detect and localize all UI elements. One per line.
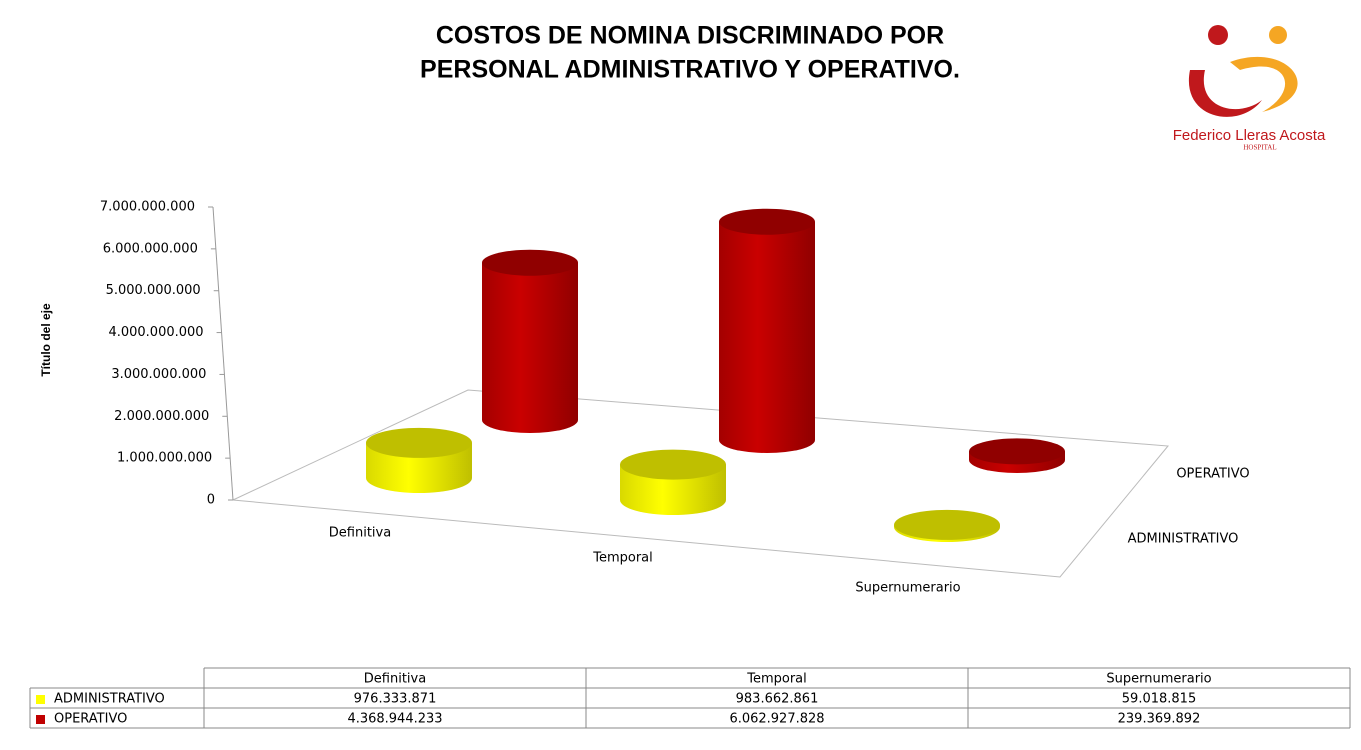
legend-label: ADMINISTRATIVO <box>54 692 165 707</box>
table-cell: 976.333.871 <box>354 692 437 707</box>
y-tick-label: 2.000.000.000 <box>114 409 209 424</box>
table-cell: 6.062.927.828 <box>729 712 824 727</box>
y-axis-title: Título del eje <box>39 303 53 377</box>
cylinder <box>894 509 1000 542</box>
cylinder-body <box>482 262 578 433</box>
y-tick-label: 3.000.000.000 <box>111 367 206 382</box>
logo-name: Federico Lleras Acosta <box>1173 127 1326 144</box>
y-tick-label: 1.000.000.000 <box>117 451 212 466</box>
legend-key <box>36 695 45 704</box>
cylinder <box>719 208 815 453</box>
logo-shape <box>1188 70 1262 117</box>
table-header: Supernumerario <box>1106 672 1211 687</box>
logo-dot <box>1269 26 1287 44</box>
cylinder-body <box>719 221 815 453</box>
depth-label: ADMINISTRATIVO <box>1128 532 1239 547</box>
x-tick-label: Definitiva <box>329 526 391 541</box>
logo: Federico Lleras Acosta HOSPITAL <box>1173 25 1326 152</box>
x-tick-label: Temporal <box>592 551 653 566</box>
logo-shape <box>1230 56 1298 112</box>
floor <box>231 389 1169 578</box>
cylinder <box>620 449 726 515</box>
logo-dot <box>1208 25 1228 45</box>
y-axis <box>212 206 234 501</box>
y-tick-label: 4.000.000.000 <box>108 325 203 340</box>
cylinder-top <box>894 509 1000 540</box>
table-cell: 4.368.944.233 <box>347 712 442 727</box>
y-tick-label: 5.000.000.000 <box>106 283 201 298</box>
x-tick-label: Supernumerario <box>855 581 960 596</box>
legend-key <box>36 715 45 724</box>
y-tick-label: 6.000.000.000 <box>103 241 198 256</box>
table-cell: 59.018.815 <box>1122 692 1196 707</box>
legend-label: OPERATIVO <box>54 712 127 727</box>
y-tick-label: 7.000.000.000 <box>100 200 195 215</box>
table-header: Definitiva <box>364 672 426 687</box>
cylinder <box>969 438 1065 473</box>
chart-title: PERSONAL ADMINISTRATIVO Y OPERATIVO. <box>420 56 960 84</box>
cylinder-top <box>482 249 578 276</box>
y-tick-label: 0 <box>207 493 215 508</box>
cylinder <box>482 249 578 433</box>
chart-title: COSTOS DE NOMINA DISCRIMINADO POR <box>436 22 944 50</box>
depth-label: OPERATIVO <box>1176 467 1249 482</box>
logo-subtitle: HOSPITAL <box>1243 144 1276 152</box>
table-header: Temporal <box>746 672 807 687</box>
cylinder-top <box>969 438 1065 465</box>
cylinder-top <box>366 427 472 458</box>
cylinder-top <box>620 449 726 480</box>
table-cell: 983.662.861 <box>736 692 819 707</box>
cylinder-top <box>719 208 815 235</box>
table-cell: 239.369.892 <box>1118 712 1201 727</box>
cylinder <box>366 427 472 493</box>
